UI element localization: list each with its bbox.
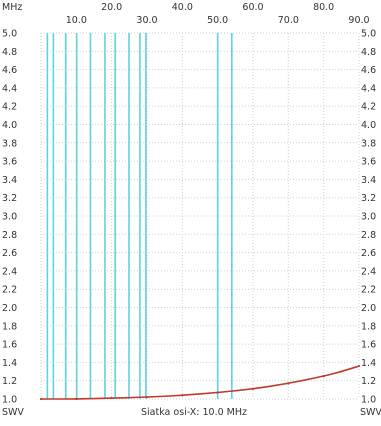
y-tick-label-right: 4.0: [361, 120, 376, 131]
x-tick-label: 30.0: [136, 15, 157, 26]
y-tick-labels-left: 5.0 4.8 4.6 4.4 4.2 4.0 3.8 3.6 3.4 3.2 3.0 2.8 2.6 2…: [2, 29, 17, 406]
swr-series-point: [251, 387, 255, 391]
y-tick-label-right: 4.4: [361, 83, 376, 94]
x-tick-label: 60.0: [242, 2, 263, 13]
y-tick-label-left: 1.0: [2, 395, 17, 406]
frequency-marker-lines: [46, 33, 233, 399]
y-tick-label-right: 2.0: [361, 303, 376, 314]
swr-series-point: [322, 375, 325, 378]
y-tick-label-left: 4.6: [2, 65, 17, 76]
y-tick-label-left: 4.2: [2, 102, 17, 113]
y-tick-label-right: 2.8: [361, 230, 376, 241]
x-tick-label: 70.0: [278, 15, 299, 26]
swr-series-point: [181, 394, 184, 397]
y-tick-label-left: 2.4: [2, 266, 17, 277]
swr-series-point: [216, 391, 219, 394]
x-tick-labels: 20.0 40.0 60.0 80.0 10.0 30.0 50.0 70.0 90.0: [66, 2, 370, 26]
swr-series-point: [110, 396, 113, 400]
y-tick-label-right: 1.2: [361, 376, 376, 387]
y-axis-name-right: SWV: [360, 407, 381, 418]
swr-series-point: [75, 397, 78, 401]
y-tick-label-left: 1.8: [2, 321, 17, 332]
y-tick-label-right: 2.4: [361, 266, 376, 277]
x-tick-label: 10.0: [66, 15, 87, 26]
y-tick-label-left: 4.4: [2, 83, 17, 94]
y-tick-label-right: 1.6: [361, 340, 376, 351]
y-tick-label-left: 2.6: [2, 248, 17, 259]
swr-series-point: [287, 382, 290, 385]
y-tick-label-right: 4.2: [361, 102, 376, 113]
y-tick-label-left: 3.6: [2, 157, 17, 168]
x-axis-label: Siatka osi-X: 10.0 MHz: [141, 407, 247, 418]
y-tick-label-left: 3.0: [2, 212, 17, 223]
y-tick-labels-right: 5.0 4.8 4.6 4.4 4.2 4.0 3.8 3.6 3.4 3.2 3.0 2.8 2.6 2…: [361, 29, 376, 406]
unit-label: MHz: [2, 2, 22, 13]
swr-series-point: [357, 364, 361, 368]
y-tick-label-right: 4.8: [361, 47, 376, 58]
y-tick-label-right: 3.2: [361, 193, 376, 204]
x-tick-label: 90.0: [348, 15, 369, 26]
y-tick-label-left: 3.2: [2, 193, 17, 204]
y-tick-label-left: 5.0: [2, 29, 17, 40]
y-tick-label-left: 2.0: [2, 303, 17, 314]
series-layer: [39, 364, 361, 401]
y-tick-label-right: 2.2: [361, 285, 376, 296]
y-tick-label-right: 1.0: [361, 395, 376, 406]
x-tick-label: 80.0: [313, 2, 334, 13]
y-tick-label-left: 3.4: [2, 175, 17, 186]
y-tick-label-right: 3.8: [361, 138, 376, 149]
y-axis-name-left: SWV: [2, 407, 24, 418]
y-tick-label-left: 4.0: [2, 120, 17, 131]
y-tick-label-right: 2.6: [361, 248, 376, 259]
y-tick-label-left: 4.8: [2, 47, 17, 58]
swr-series-point: [340, 370, 343, 373]
y-tick-label-right: 1.8: [361, 321, 376, 332]
swr-series-line: [40, 365, 360, 400]
y-tick-label-right: 1.4: [361, 358, 376, 369]
y-tick-label-right: 3.4: [361, 175, 376, 186]
y-tick-label-left: 1.4: [2, 358, 17, 369]
y-tick-label-left: 1.6: [2, 340, 17, 351]
y-tick-label-left: 2.8: [2, 230, 17, 241]
y-tick-label-left: 3.8: [2, 138, 17, 149]
swr-series-point: [145, 396, 149, 399]
x-tick-label: 40.0: [172, 2, 193, 13]
y-tick-label-right: 3.0: [361, 212, 376, 223]
y-tick-label-left: 2.2: [2, 285, 17, 296]
y-tick-label-left: 1.2: [2, 376, 17, 387]
y-tick-label-right: 4.6: [361, 65, 376, 76]
swr-series-point: [39, 397, 43, 401]
y-tick-label-right: 3.6: [361, 157, 376, 168]
y-tick-label-right: 5.0: [361, 29, 376, 40]
x-tick-label: 20.0: [101, 2, 122, 13]
x-tick-label: 50.0: [207, 15, 228, 26]
